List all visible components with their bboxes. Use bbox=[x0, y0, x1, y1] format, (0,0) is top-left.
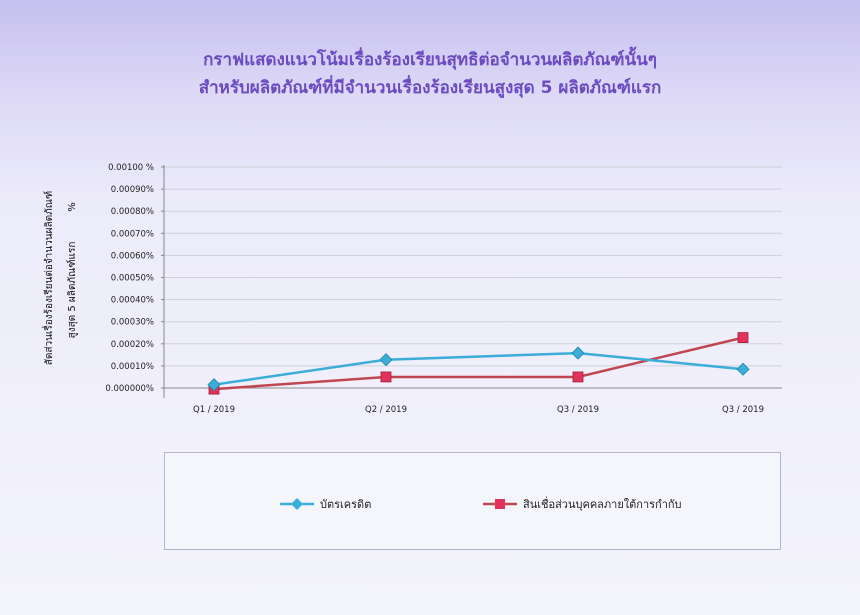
y-tick-label: 0.00010% bbox=[111, 362, 154, 372]
y-tick-label: 0.00040% bbox=[111, 296, 154, 306]
grid-lines bbox=[164, 166, 782, 389]
x-tick-label: Q1 / 2019 bbox=[193, 405, 235, 415]
legend: บัตรเครดิต สินเชื่อส่วนบุคคลภายใต้การกำก… bbox=[164, 452, 781, 550]
legend-marker-series1 bbox=[280, 498, 314, 510]
data-point bbox=[737, 332, 749, 344]
chart-title-line1: กราฟแสดงแนวโน้มเรื่องร้องเรียนสุทธิต่อจำ… bbox=[203, 50, 657, 70]
series-line-2 bbox=[213, 336, 744, 391]
y-axis-label-line1: สัดส่วนเรื่องร้องเรียนต่อจำนวนผลิตภัณฑ์ bbox=[41, 191, 55, 366]
y-tick-label: 0.00060% bbox=[111, 251, 154, 261]
y-tick-label: 0.00090% bbox=[111, 185, 154, 195]
y-tick-label: 0.00080% bbox=[111, 207, 154, 217]
chart-title-line2: สำหรับผลิตภัณฑ์ที่มีจำนวนเรื่องร้องเรียน… bbox=[198, 78, 662, 98]
y-tick-label: 0.00050% bbox=[111, 274, 154, 284]
y-axis-label-line2: สูงสุด 5 ผลิตภัณฑ์แรก bbox=[66, 242, 78, 339]
legend-item-series2: สินเชื่อส่วนบุคคลภายใต้การกำกับ bbox=[483, 495, 682, 513]
y-tick-label: 0.000000% bbox=[105, 384, 154, 394]
y-tick-label: 0.00030% bbox=[111, 318, 154, 328]
legend-label-series2: สินเชื่อส่วนบุคคลภายใต้การกำกับ bbox=[523, 498, 682, 511]
y-tick-label: 0.00070% bbox=[111, 229, 154, 239]
y-tick-labels: 0.000000% 0.00010% 0.00020% 0.00030% 0.00040… bbox=[105, 163, 154, 394]
data-point bbox=[572, 371, 584, 383]
y-axis-label-unit: % bbox=[67, 202, 78, 212]
y-tick-label: 0.00020% bbox=[111, 340, 154, 350]
y-tick-label: 0.00100 % bbox=[108, 163, 154, 173]
x-tick-label: Q2 / 2019 bbox=[365, 405, 407, 415]
chart-title: กราฟแสดงแนวโน้มเรื่องร้องเรียนสุทธิต่อจำ… bbox=[0, 46, 860, 102]
legend-marker-series2 bbox=[483, 499, 517, 509]
x-tick-label: Q3 / 2019 bbox=[722, 405, 764, 415]
axes bbox=[161, 165, 782, 398]
line-chart: 0.000000% 0.00010% 0.00020% 0.00030% 0.00040… bbox=[41, 163, 782, 415]
y-axis-label: สัดส่วนเรื่องร้องเรียนต่อจำนวนผลิตภัณฑ์ … bbox=[41, 191, 78, 366]
data-point bbox=[380, 371, 392, 383]
data-point bbox=[736, 362, 750, 376]
data-point bbox=[379, 353, 393, 367]
x-tick-labels: Q1 / 2019 Q2 / 2019 Q3 / 2019 Q3 / 2019 bbox=[193, 405, 764, 415]
x-tick-label: Q3 / 2019 bbox=[557, 405, 599, 415]
legend-label-series1: บัตรเครดิต bbox=[320, 498, 372, 511]
legend-item-series1: บัตรเครดิต bbox=[280, 495, 371, 513]
series-lines bbox=[207, 332, 750, 395]
data-point bbox=[207, 378, 221, 392]
series-line-1 bbox=[213, 351, 744, 386]
data-point bbox=[571, 346, 585, 360]
